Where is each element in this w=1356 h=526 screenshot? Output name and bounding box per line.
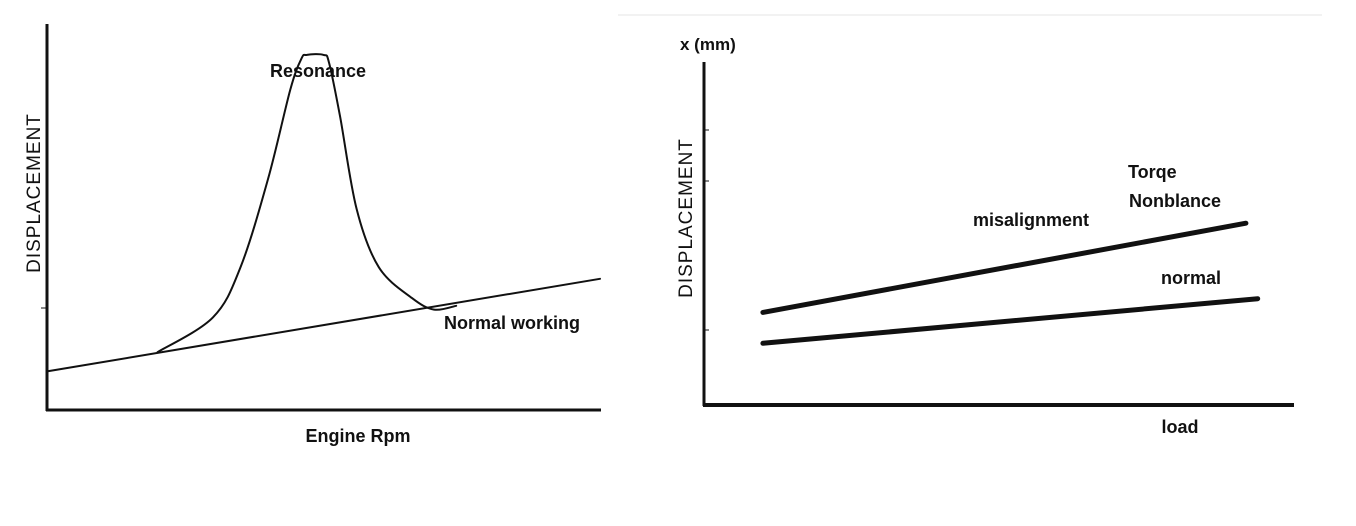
normal-working-line <box>46 277 601 373</box>
normal-line <box>760 296 1261 346</box>
right-y-unit-label: x (mm) <box>680 35 736 54</box>
misalignment-line <box>760 220 1249 315</box>
right-chart: x (mm) DISPLACEMENT load Torqe Nonblance… <box>676 35 1294 437</box>
left-xlabel: Engine Rpm <box>305 426 410 446</box>
right-series-group <box>760 220 1261 346</box>
right-ylabel: DISPLACEMENT <box>676 138 697 298</box>
misalignment-annotation: misalignment <box>973 210 1089 230</box>
resonance-annotation: Resonance <box>270 61 366 81</box>
normal-working-annotation: Normal working <box>444 313 580 333</box>
left-ylabel: DISPLACEMENT <box>24 113 45 273</box>
right-xlabel: load <box>1161 417 1198 437</box>
normal-annotation: normal <box>1161 268 1221 288</box>
torque-annotation: Torqe <box>1128 162 1177 182</box>
nonbalance-annotation: Nonblance <box>1129 191 1221 211</box>
resonance-curve <box>156 53 458 354</box>
left-chart: DISPLACEMENT Engine Rpm Resonance Normal… <box>24 24 601 446</box>
left-series-group <box>46 53 601 373</box>
